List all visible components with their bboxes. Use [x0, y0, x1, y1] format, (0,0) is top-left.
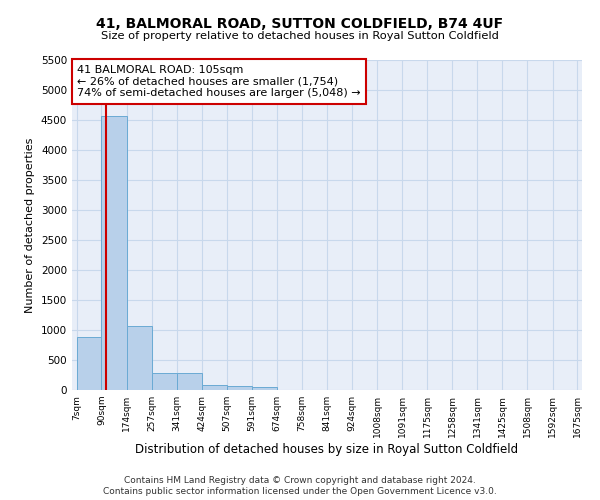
Text: 41, BALMORAL ROAD, SUTTON COLDFIELD, B74 4UF: 41, BALMORAL ROAD, SUTTON COLDFIELD, B74…	[97, 18, 503, 32]
Text: 41 BALMORAL ROAD: 105sqm
← 26% of detached houses are smaller (1,754)
74% of sem: 41 BALMORAL ROAD: 105sqm ← 26% of detach…	[77, 65, 361, 98]
X-axis label: Distribution of detached houses by size in Royal Sutton Coldfield: Distribution of detached houses by size …	[136, 442, 518, 456]
Bar	[252, 387, 277, 390]
Bar	[202, 384, 227, 390]
Bar	[77, 337, 101, 390]
Y-axis label: Number of detached properties: Number of detached properties	[25, 138, 35, 312]
Bar	[101, 116, 127, 390]
Text: Contains public sector information licensed under the Open Government Licence v3: Contains public sector information licen…	[103, 487, 497, 496]
Bar	[227, 386, 252, 390]
Bar	[127, 326, 152, 390]
Text: Contains HM Land Registry data © Crown copyright and database right 2024.: Contains HM Land Registry data © Crown c…	[124, 476, 476, 485]
Text: Size of property relative to detached houses in Royal Sutton Coldfield: Size of property relative to detached ho…	[101, 31, 499, 41]
Bar	[177, 373, 202, 390]
Bar	[152, 372, 177, 390]
